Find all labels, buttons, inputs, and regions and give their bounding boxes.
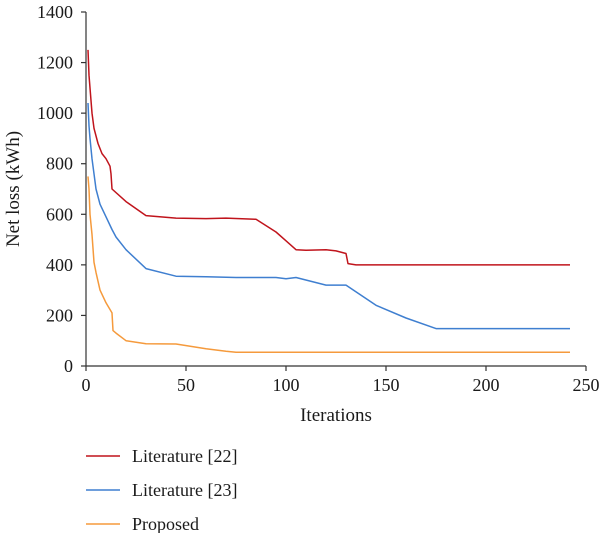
x-tick-label: 50 bbox=[177, 375, 195, 395]
y-tick-label: 800 bbox=[46, 154, 73, 174]
y-tick-label: 400 bbox=[46, 255, 73, 275]
x-ticks: 0 50 100 150 200 250 bbox=[82, 366, 600, 395]
x-tick-label: 150 bbox=[373, 375, 400, 395]
x-tick-label: 100 bbox=[273, 375, 300, 395]
y-tick-label: 0 bbox=[64, 356, 73, 376]
y-tick-label: 200 bbox=[46, 305, 73, 325]
x-tick-label: 200 bbox=[473, 375, 500, 395]
x-tick-label: 250 bbox=[573, 375, 600, 395]
x-axis-title: Iterations bbox=[300, 405, 372, 426]
legend-label-1: Literature [22] bbox=[132, 446, 237, 466]
y-tick-label: 1200 bbox=[37, 53, 73, 73]
series-layer bbox=[87, 49, 570, 354]
y-ticks: 0 200 400 600 800 1000 1200 1400 bbox=[37, 2, 86, 376]
y-tick-label: 600 bbox=[46, 204, 73, 224]
y-tick-label: 1400 bbox=[37, 2, 73, 22]
legend-label-3: Proposed bbox=[132, 514, 199, 533]
legend: Literature [22] Literature [23] Proposed bbox=[86, 446, 237, 533]
legend-label-2: Literature [23] bbox=[132, 480, 237, 500]
y-tick-label: 1000 bbox=[37, 103, 73, 123]
y-axis-title: Net loss (kWh) bbox=[3, 131, 24, 247]
series-line-1 bbox=[87, 49, 570, 266]
series-line-2 bbox=[87, 102, 570, 330]
series-line-3 bbox=[87, 176, 570, 354]
plot-area: 0 50 100 150 200 250 0 200 400 600 800 1000 1200 140… bbox=[37, 2, 600, 395]
x-tick-label: 0 bbox=[82, 375, 91, 395]
